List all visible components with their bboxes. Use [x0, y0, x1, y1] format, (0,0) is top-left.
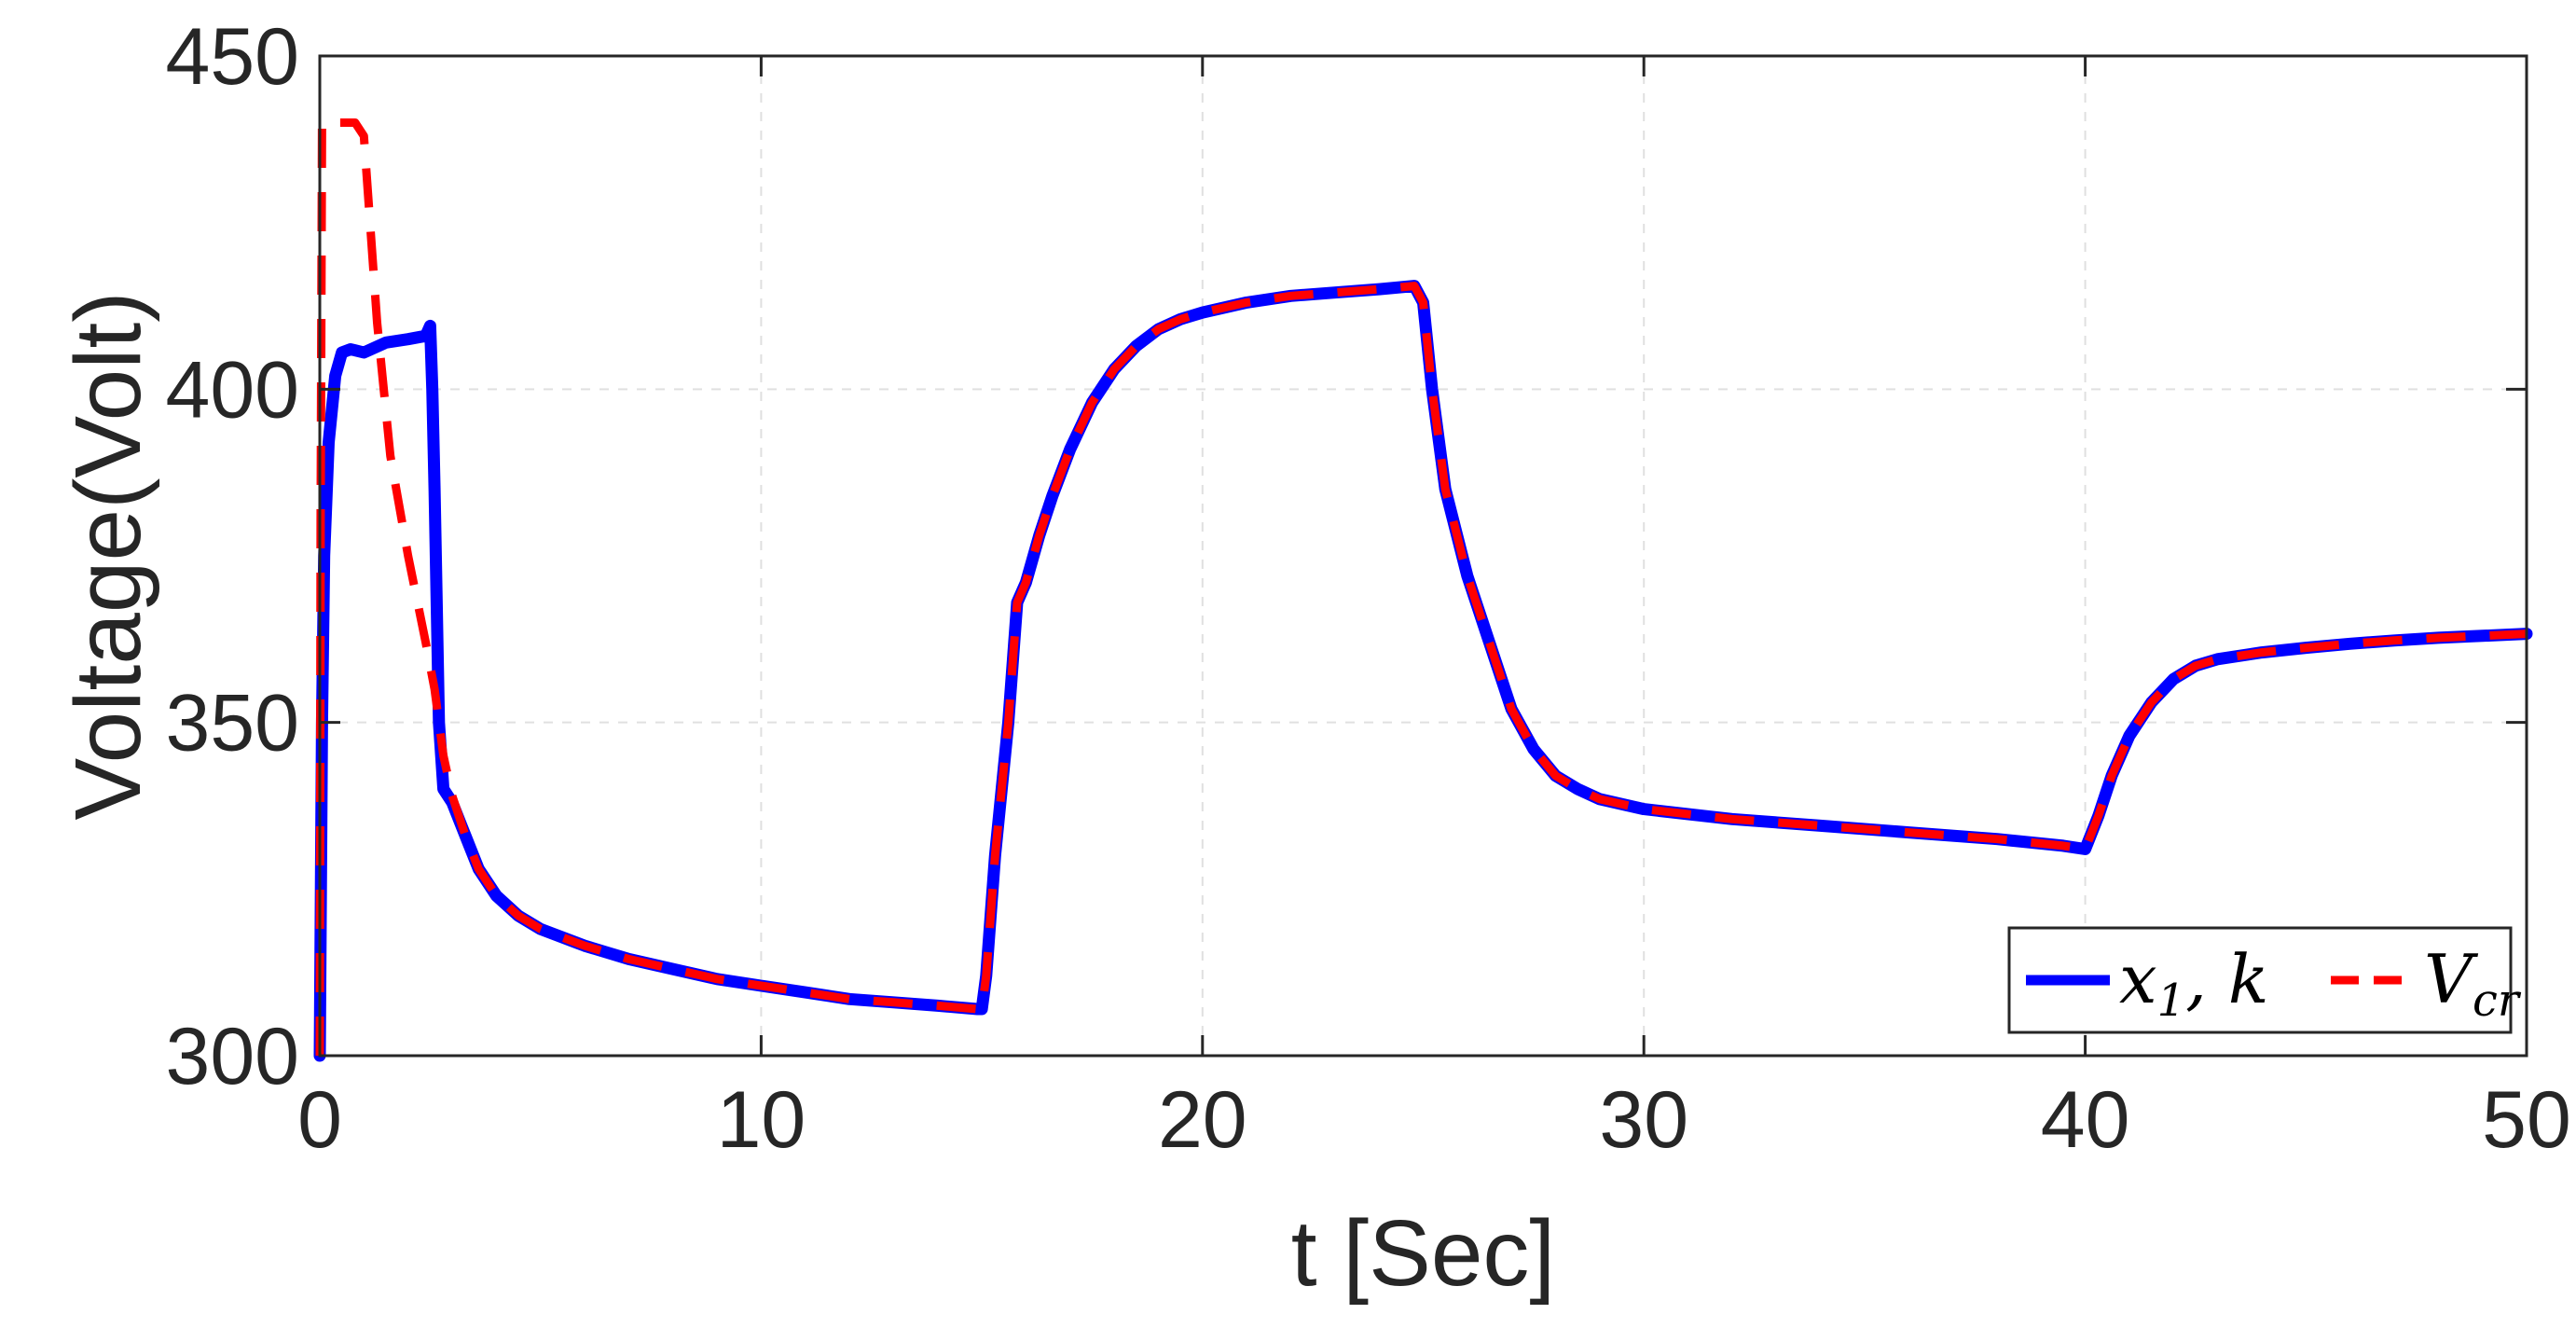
axes-box [318, 54, 2528, 1058]
x-tick-label: 40 [2041, 1075, 2130, 1165]
x-axis-title: t [Sec] [1291, 1201, 1555, 1306]
x-tick-label: 0 [297, 1075, 342, 1165]
x-tick-label: 50 [2482, 1075, 2571, 1165]
x-tick-label: 10 [717, 1075, 806, 1165]
legend: x1, k Vcr [2007, 926, 2522, 1034]
plot-area [313, 118, 2533, 1062]
y-tick-label: 450 [166, 12, 300, 102]
x-tick-label: 20 [1158, 1075, 1247, 1165]
tick-labels: 0 10 20 30 40 50 300 350 400 450 [166, 12, 2571, 1165]
y-tick-label: 300 [166, 1012, 300, 1101]
series-line-vcr [315, 118, 2528, 1057]
grid [320, 56, 2527, 1056]
x-tick-label: 30 [1599, 1075, 1688, 1165]
y-tick-label: 400 [166, 345, 300, 435]
y-axis-title: Voltage(Volt) [56, 291, 160, 820]
y-tick-label: 350 [166, 679, 300, 768]
legend-label: x1, k [2119, 940, 2269, 1027]
axes [318, 54, 2528, 1058]
legend-label: Vcr [2424, 940, 2522, 1027]
